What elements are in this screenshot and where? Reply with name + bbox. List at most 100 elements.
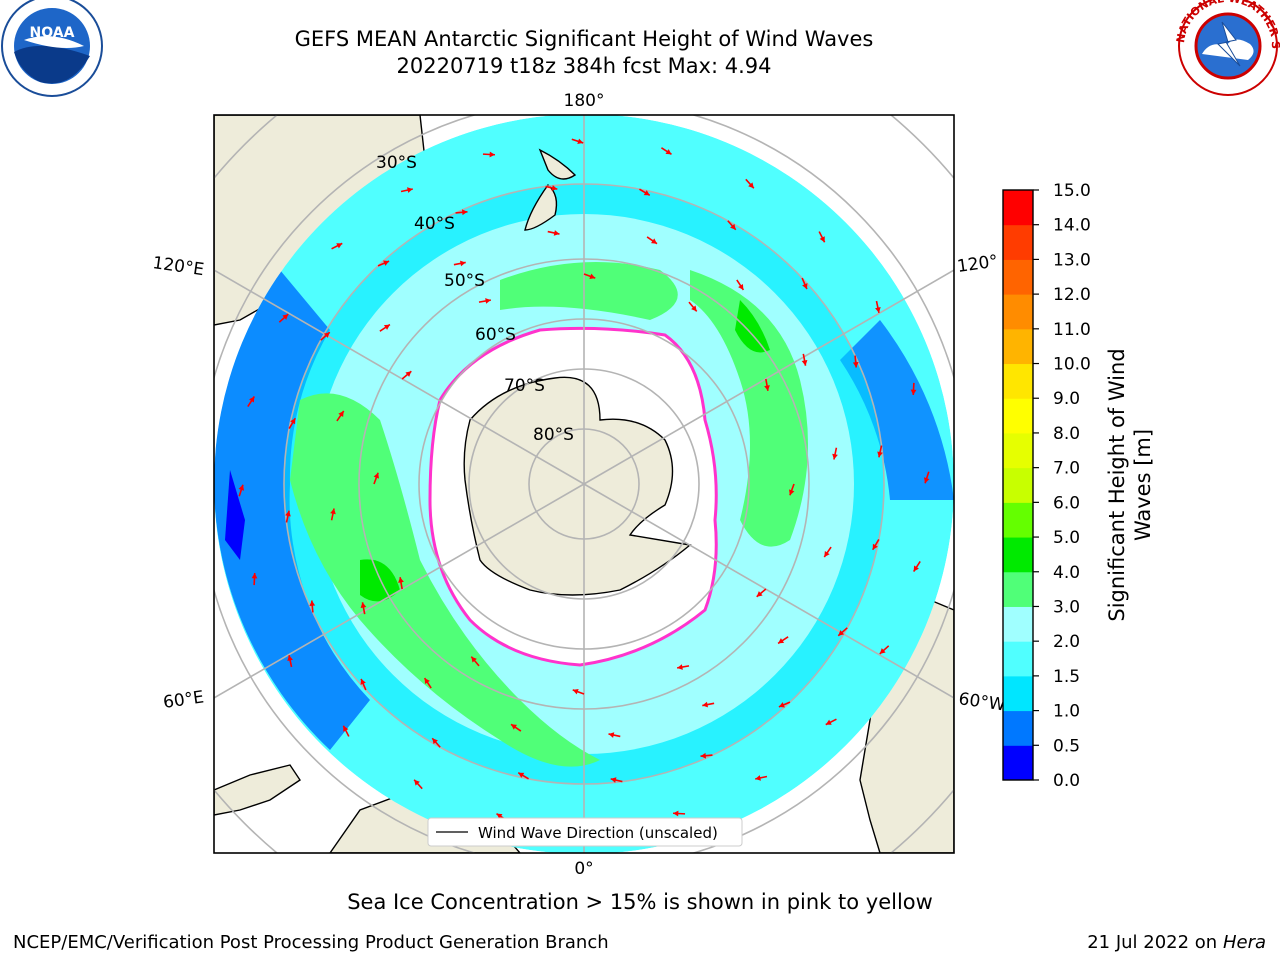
lat-label-30s: 30°S bbox=[376, 153, 417, 173]
footer-branch: NCEP/EMC/Verification Post Processing Pr… bbox=[13, 932, 609, 953]
colorbar: 0.0 0.5 1.0 1.5 2.0 3.0 4.0 5.0 6.0 7.0 8.0 9.0 10.0… bbox=[1002, 181, 1155, 791]
wind-wave-arrowhead bbox=[282, 314, 289, 320]
map-legend: Wind Wave Direction (unscaled) bbox=[427, 817, 743, 847]
lon-label-bottom: 0° bbox=[574, 859, 593, 879]
colorbar-block bbox=[1003, 675, 1033, 712]
colorbar-label-line2: Waves [m] bbox=[1131, 429, 1155, 541]
colorbar-tick-label: 14.0 bbox=[1053, 216, 1091, 236]
colorbar-block bbox=[1003, 259, 1033, 295]
wind-wave-arrowhead bbox=[755, 775, 761, 781]
wind-wave-arrowhead bbox=[651, 238, 657, 244]
wind-wave-arrowhead bbox=[643, 190, 650, 196]
lon-label-left-lower: 60°E bbox=[162, 687, 205, 712]
wind-wave-arrowhead bbox=[518, 772, 525, 778]
colorbar-block bbox=[1003, 328, 1033, 365]
lat-label-80s: 80°S bbox=[533, 425, 574, 445]
wind-wave-arrowhead bbox=[802, 283, 808, 290]
lat-label-50s: 50°S bbox=[444, 271, 485, 291]
wind-wave-arrowhead bbox=[330, 508, 336, 515]
colorbar-block bbox=[1003, 294, 1033, 330]
colorbar-tick-label: 3.0 bbox=[1053, 597, 1080, 617]
wind-wave-arrowhead bbox=[496, 813, 503, 819]
wind-wave-arrowhead bbox=[702, 701, 709, 708]
sea-ice-caption: Sea Ice Concentration > 15% is shown in … bbox=[347, 890, 933, 914]
footer-date-text: 21 Jul 2022 on bbox=[1087, 932, 1218, 953]
map-title: GEFS MEAN Antarctic Significant Height o… bbox=[294, 27, 874, 51]
nws-logo: NATIONAL WEATHER SERVICE bbox=[0, 0, 1280, 96]
wind-wave-arrowhead bbox=[923, 477, 930, 484]
colorbar-tick-label: 10.0 bbox=[1053, 355, 1091, 375]
wind-wave-arrowhead bbox=[673, 810, 679, 817]
wind-wave-arrowhead bbox=[343, 725, 349, 732]
lon-label-top: 180° bbox=[564, 91, 605, 111]
wind-wave-arrowhead bbox=[551, 185, 558, 191]
colorbar-block bbox=[1003, 502, 1033, 538]
colorbar-tick-label: 9.0 bbox=[1053, 389, 1080, 409]
colorbar-tick-label: 6.0 bbox=[1053, 493, 1080, 513]
colorbar-block bbox=[1003, 745, 1033, 781]
wind-wave-arrowhead bbox=[405, 371, 412, 377]
wind-wave-arrowhead bbox=[852, 361, 859, 368]
wind-wave-arrowhead bbox=[424, 678, 430, 685]
colorbar-tick-label: 12.0 bbox=[1053, 285, 1091, 305]
map-legend-label: Wind Wave Direction (unscaled) bbox=[478, 824, 718, 842]
footer-date: 21 Jul 2022 on Hera bbox=[1087, 932, 1266, 953]
wind-wave-arrowhead bbox=[665, 149, 672, 155]
lat-label-70s: 70°S bbox=[504, 376, 545, 396]
colorbar-frame bbox=[1002, 189, 1034, 781]
wind-wave-arrowhead bbox=[360, 602, 367, 609]
colorbar-block bbox=[1003, 710, 1033, 746]
footer-host: Hera bbox=[1222, 932, 1266, 953]
wind-wave-arrowhead bbox=[309, 600, 316, 607]
wind-wave-arrowhead bbox=[373, 472, 380, 479]
wind-wave-arrowhead bbox=[608, 732, 615, 738]
wind-wave-arrowhead bbox=[360, 678, 366, 685]
colorbar-block bbox=[1003, 537, 1033, 573]
wind-wave-arrowhead bbox=[238, 484, 245, 491]
wind-wave-arrowhead bbox=[778, 638, 785, 644]
noaa-logo: NOAA bbox=[1, 0, 103, 97]
wind-wave-arrowhead bbox=[336, 243, 343, 249]
colorbar-block bbox=[1003, 467, 1033, 503]
colorbar-block bbox=[1003, 606, 1033, 642]
colorbar-block bbox=[1003, 190, 1033, 226]
wind-wave-arrowhead bbox=[461, 209, 468, 216]
svg-text:NATIONAL WEATHER SERVICE: NATIONAL WEATHER SERVICE bbox=[0, 0, 1280, 49]
colorbar-tick-label: 1.0 bbox=[1053, 702, 1080, 722]
wind-wave-arrowhead bbox=[913, 565, 919, 572]
wind-wave-arrowhead bbox=[610, 777, 617, 783]
wind-wave-arrowhead bbox=[677, 664, 683, 670]
colorbar-tick-label: 0.0 bbox=[1053, 771, 1080, 791]
colorbar-label-line1: Significant Height of Wind bbox=[1105, 348, 1129, 621]
wind-wave-arrowhead bbox=[738, 283, 744, 290]
wind-wave-arrowhead bbox=[249, 396, 255, 403]
antarctica bbox=[463, 376, 692, 596]
wind-wave-arrowhead bbox=[764, 385, 770, 391]
lat-label-60s: 60°S bbox=[475, 325, 516, 345]
colorbar-tick-label: 7.0 bbox=[1053, 459, 1080, 479]
lon-label-left-upper: 120°E bbox=[151, 253, 205, 280]
wind-wave-arrowhead bbox=[875, 307, 881, 313]
nws-logo-text: NATIONAL WEATHER SERVICE bbox=[0, 0, 1280, 49]
wind-wave-arrowhead bbox=[285, 510, 291, 517]
colorbar-tick-label: 5.0 bbox=[1053, 528, 1080, 548]
colorbar-block bbox=[1003, 398, 1033, 434]
noaa-logo-text: NOAA bbox=[30, 25, 75, 41]
wind-wave-arrowhead bbox=[872, 543, 878, 550]
wind-wave-arrowhead bbox=[553, 230, 560, 236]
colorbar-tick-label: 0.5 bbox=[1053, 736, 1080, 756]
colorbar-tick-label: 2.0 bbox=[1053, 632, 1080, 652]
graticule bbox=[214, 115, 954, 853]
wind-wave-arrowhead bbox=[756, 591, 763, 597]
colorbar-tick-label: 4.0 bbox=[1053, 563, 1080, 583]
wind-wave-arrowhead bbox=[338, 411, 344, 417]
colorbar-block bbox=[1003, 432, 1033, 469]
wind-wave-arrowhead bbox=[485, 298, 491, 304]
lon-label-right-upper: 120° bbox=[956, 251, 999, 277]
wind-wave-arrowhead bbox=[589, 273, 596, 280]
wind-wave-arrowhead bbox=[825, 719, 832, 725]
colorbar-block bbox=[1003, 363, 1033, 399]
colorbar-block bbox=[1003, 641, 1033, 677]
map-subtitle: 20220719 t18z 384h fcst Max: 4.94 bbox=[396, 54, 772, 78]
